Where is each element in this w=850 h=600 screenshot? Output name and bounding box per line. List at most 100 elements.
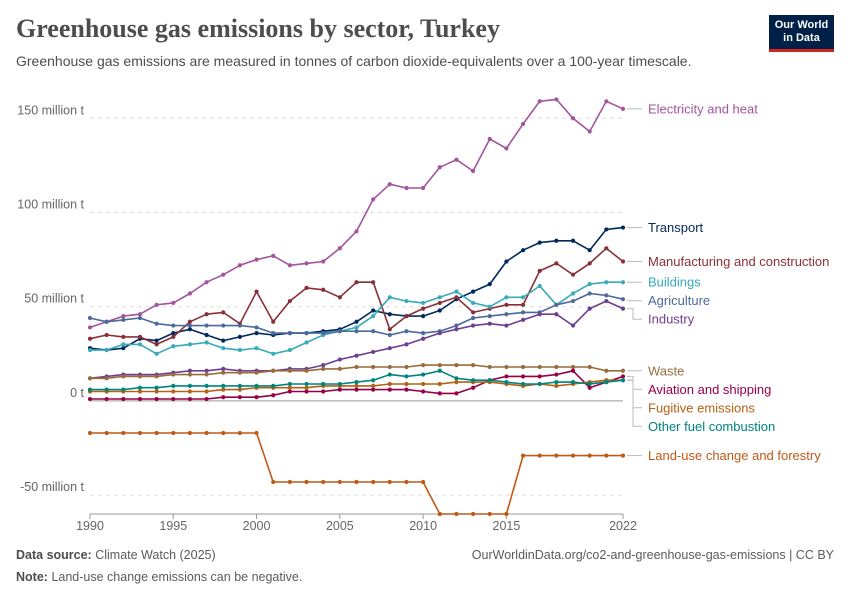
data-point-buildings[interactable] [121,342,126,347]
data-point-buildings[interactable] [620,280,626,285]
owid-logo[interactable]: Our World in Data [769,15,834,52]
data-point-manufacturing-and-construction[interactable] [604,246,609,251]
data-point-transport[interactable] [354,319,359,324]
series-label-waste[interactable]: Waste [648,363,684,378]
series-label-industry[interactable]: Industry [648,312,695,327]
data-point-land-use-change-and-forestry[interactable] [254,430,259,436]
data-point-aviation-and-shipping[interactable] [137,396,143,402]
data-point-transport[interactable] [504,259,509,264]
data-point-land-use-change-and-forestry[interactable] [287,479,292,485]
data-point-transport[interactable] [187,327,193,332]
series-label-other-fuel-combustion[interactable]: Other fuel combustion [648,419,775,434]
data-point-buildings[interactable] [154,351,159,356]
data-point-transport[interactable] [604,227,609,232]
data-point-agriculture[interactable] [421,330,426,336]
data-point-aviation-and-shipping[interactable] [87,396,93,402]
data-point-land-use-change-and-forestry[interactable] [121,430,126,436]
data-point-buildings[interactable] [204,340,209,345]
data-point-land-use-change-and-forestry[interactable] [487,511,492,517]
data-point-waste[interactable] [587,364,592,370]
data-point-land-use-change-and-forestry[interactable] [504,511,509,517]
data-point-agriculture[interactable] [604,293,609,298]
data-point-electricity-and-heat[interactable] [520,121,526,127]
data-point-transport[interactable] [254,330,259,336]
data-point-other-fuel-combustion[interactable] [121,387,126,392]
data-point-other-fuel-combustion[interactable] [520,381,526,387]
data-point-waste[interactable] [520,364,526,370]
data-point-aviation-and-shipping[interactable] [171,396,176,402]
data-point-aviation-and-shipping[interactable] [504,374,509,379]
data-point-aviation-and-shipping[interactable] [187,396,193,402]
data-point-buildings[interactable] [304,340,309,345]
data-point-electricity-and-heat[interactable] [187,291,193,296]
data-point-waste[interactable] [371,364,376,370]
data-point-industry[interactable] [454,327,459,332]
data-point-manufacturing-and-construction[interactable] [287,298,292,304]
data-point-fugitive-emissions[interactable] [554,383,559,388]
series-label-agriculture[interactable]: Agriculture [648,293,710,308]
data-point-other-fuel-combustion[interactable] [421,372,426,377]
data-point-agriculture[interactable] [237,323,243,328]
data-point-transport[interactable] [221,338,226,343]
series-waste[interactable] [87,363,626,381]
data-point-electricity-and-heat[interactable] [121,314,126,319]
series-line-electricity-and-heat[interactable] [89,98,624,329]
data-point-aviation-and-shipping[interactable] [221,395,226,400]
data-point-industry[interactable] [470,323,476,328]
data-point-land-use-change-and-forestry[interactable] [371,479,376,485]
data-point-fugitive-emissions[interactable] [454,379,459,385]
data-point-electricity-and-heat[interactable] [321,259,326,264]
data-point-aviation-and-shipping[interactable] [554,372,559,377]
data-point-manufacturing-and-construction[interactable] [271,319,276,324]
data-point-aviation-and-shipping[interactable] [304,389,309,394]
data-point-waste[interactable] [321,366,326,371]
data-point-industry[interactable] [387,346,392,351]
data-point-electricity-and-heat[interactable] [304,261,309,266]
data-point-land-use-change-and-forestry[interactable] [437,511,442,517]
data-point-land-use-change-and-forestry[interactable] [137,430,143,436]
data-point-electricity-and-heat[interactable] [154,302,159,307]
data-point-other-fuel-combustion[interactable] [104,387,109,392]
series-electricity-and-heat[interactable] [87,97,626,330]
data-point-agriculture[interactable] [520,310,526,315]
data-point-waste[interactable] [404,364,409,370]
data-point-other-fuel-combustion[interactable] [487,378,492,383]
data-point-other-fuel-combustion[interactable] [554,379,559,385]
data-point-electricity-and-heat[interactable] [221,272,226,277]
data-point-agriculture[interactable] [204,323,209,328]
data-point-buildings[interactable] [354,325,359,330]
data-point-manufacturing-and-construction[interactable] [504,302,509,307]
data-point-fugitive-emissions[interactable] [154,389,159,394]
data-point-buildings[interactable] [287,347,292,353]
data-point-land-use-change-and-forestry[interactable] [304,479,309,485]
data-point-land-use-change-and-forestry[interactable] [204,430,209,436]
data-point-buildings[interactable] [254,346,259,351]
data-point-buildings[interactable] [371,314,376,319]
data-point-agriculture[interactable] [87,315,93,321]
data-point-aviation-and-shipping[interactable] [470,385,476,390]
data-point-aviation-and-shipping[interactable] [254,395,259,400]
series-land-use-change-and-forestry[interactable] [87,430,626,517]
data-point-industry[interactable] [520,317,526,323]
data-point-buildings[interactable] [271,351,276,356]
data-point-buildings[interactable] [487,304,492,309]
data-point-fugitive-emissions[interactable] [354,383,359,388]
data-point-transport[interactable] [554,238,559,243]
data-point-transport[interactable] [154,338,159,343]
data-point-industry[interactable] [404,342,409,347]
data-point-buildings[interactable] [104,347,109,353]
data-point-manufacturing-and-construction[interactable] [337,295,342,300]
data-point-buildings[interactable] [504,295,509,300]
data-point-electricity-and-heat[interactable] [620,106,626,111]
series-label-land-use-change-and-forestry[interactable]: Land-use change and forestry [648,448,821,463]
data-point-agriculture[interactable] [104,319,109,324]
data-point-buildings[interactable] [187,342,193,347]
data-point-buildings[interactable] [237,347,243,353]
data-point-waste[interactable] [570,364,576,370]
data-point-aviation-and-shipping[interactable] [154,396,159,402]
data-point-fugitive-emissions[interactable] [304,385,309,390]
data-point-industry[interactable] [587,306,592,311]
data-point-waste[interactable] [537,364,542,370]
data-point-manufacturing-and-construction[interactable] [187,319,193,324]
data-point-aviation-and-shipping[interactable] [437,391,442,396]
